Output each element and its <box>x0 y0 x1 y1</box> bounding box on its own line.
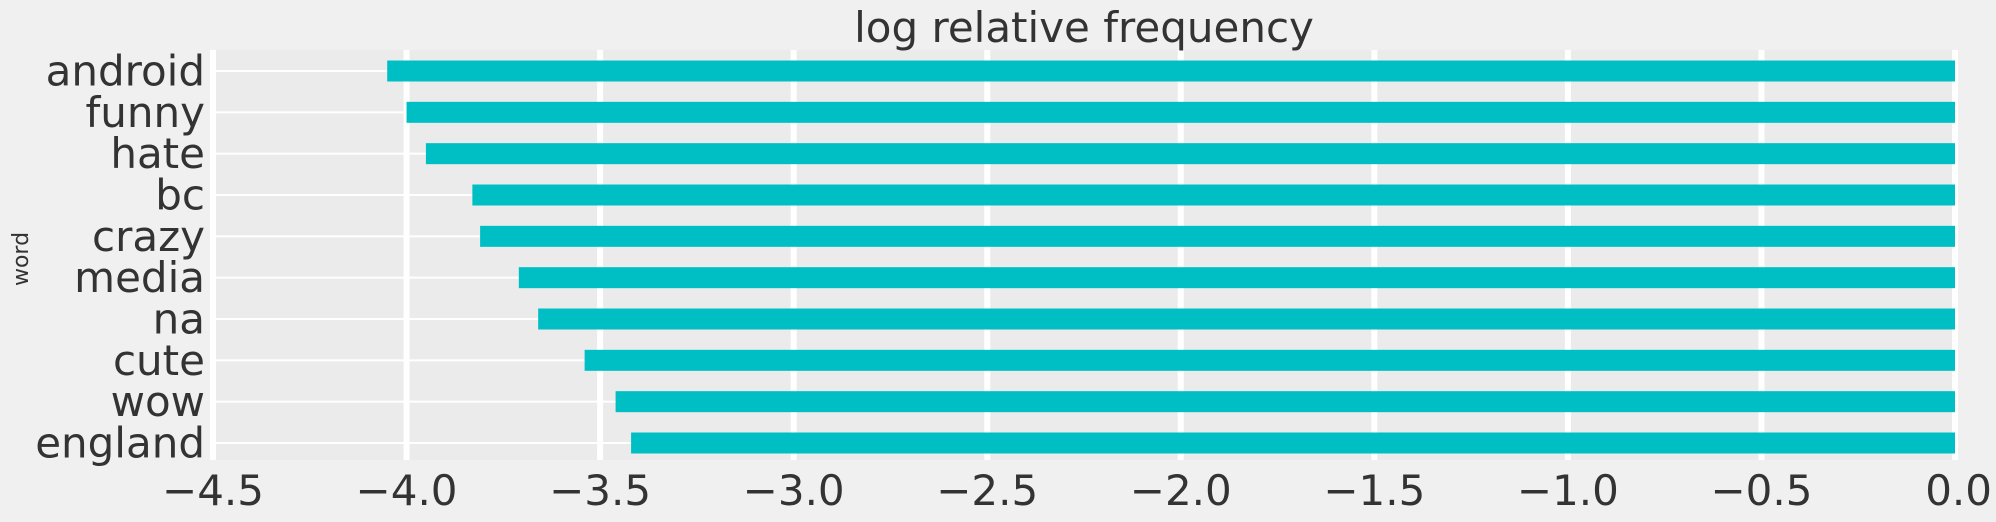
bar-funny <box>406 101 1955 123</box>
y-tick-label: media <box>74 253 205 302</box>
y-tick-label: wow <box>111 377 205 426</box>
x-tick-label: −1.5 <box>1323 466 1425 515</box>
bar-media <box>518 267 1955 289</box>
x-tick-label: −2.0 <box>1130 466 1232 515</box>
x-tick-label: −4.5 <box>162 466 264 515</box>
bar-layer <box>387 60 1956 454</box>
x-tick-label: −3.5 <box>549 466 651 515</box>
x-tick-label: −3.0 <box>743 466 845 515</box>
x-tick-label: −2.5 <box>936 466 1038 515</box>
x-tick-label: −4.0 <box>356 466 458 515</box>
y-tick-label: hate <box>110 129 205 178</box>
y-axis-label: word <box>9 232 34 286</box>
x-tick-labels: −4.5 −4.0 −3.5 −3.0 −2.5 −2.0 −1.5 −1.0 −0.5 0.0 <box>162 466 1992 515</box>
x-tick-label: 0.0 <box>1925 466 1992 515</box>
x-tick-label: −1.0 <box>1517 466 1619 515</box>
bar-england <box>631 432 1955 454</box>
y-tick-labels: androidfunnyhatebccrazymedianacutewoweng… <box>35 47 205 468</box>
bar-wow <box>615 391 1955 413</box>
y-tick-label: crazy <box>92 212 205 261</box>
bar-cute <box>584 349 1955 371</box>
x-tick-label: −0.5 <box>1710 466 1812 515</box>
y-tick-label: cute <box>113 336 205 385</box>
bar-bc <box>472 184 1955 206</box>
y-tick-label: bc <box>155 171 205 220</box>
chart-title: log relative frequency <box>854 3 1314 52</box>
y-tick-label: na <box>153 295 205 344</box>
bar-android <box>387 60 1956 82</box>
bar-hate <box>425 143 1955 165</box>
y-tick-label: funny <box>86 88 206 137</box>
bar-na <box>538 308 1955 330</box>
y-tick-label: android <box>46 47 205 96</box>
bar-crazy <box>480 225 1955 247</box>
y-tick-label: england <box>35 419 205 468</box>
